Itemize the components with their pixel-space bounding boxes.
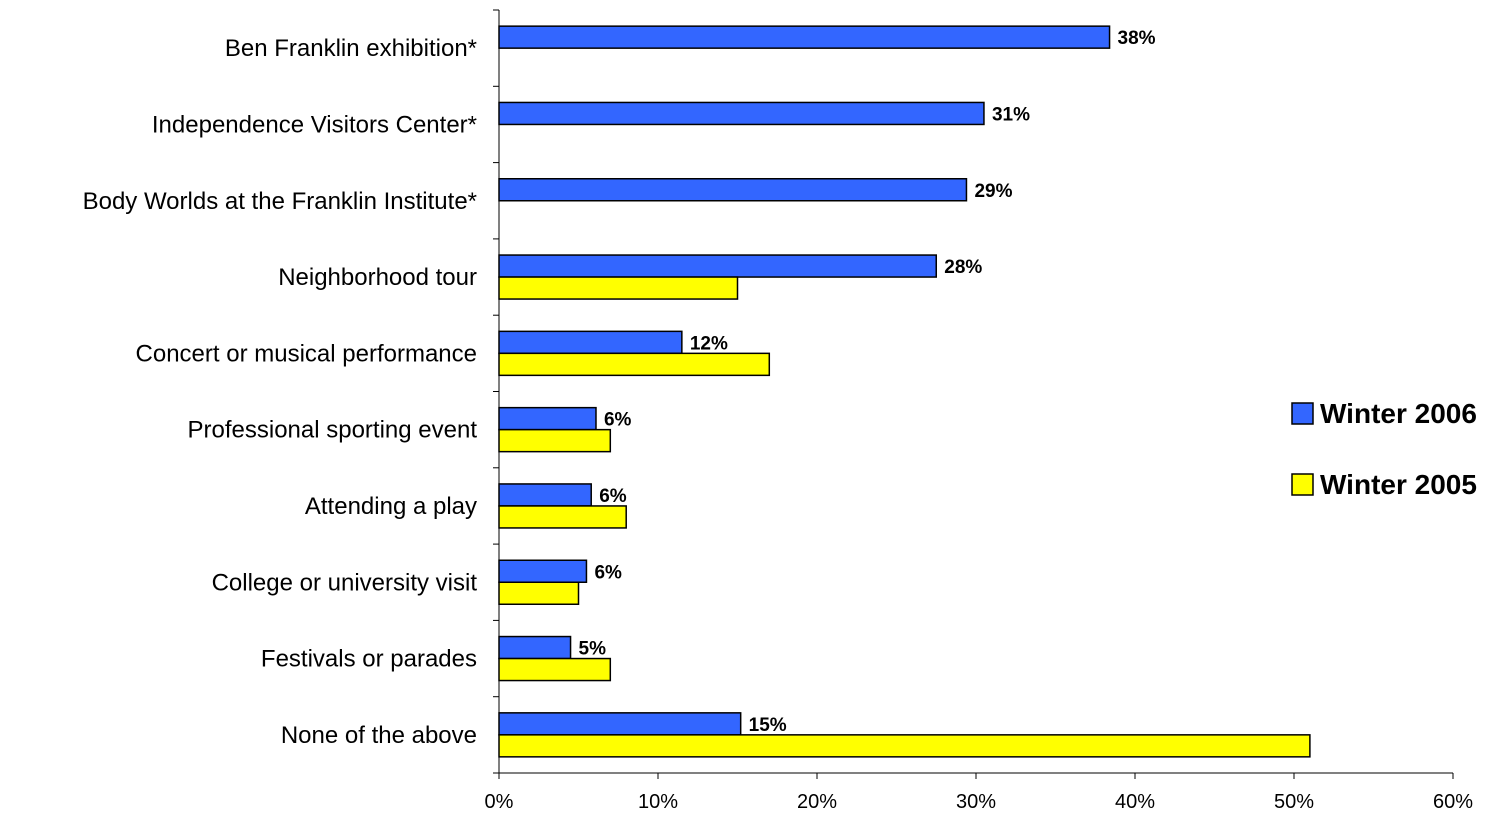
bars [498,25,1311,758]
category-label: Neighborhood tour [278,264,477,291]
category-label: Ben Franklin exhibition* [225,35,477,62]
category-label: Independence Visitors Center* [152,111,477,138]
category-label: Attending a play [305,493,477,520]
bar-winter-2005 [498,581,580,605]
bar-winter-2006 [498,635,572,660]
legend-label: Winter 2006 [1320,398,1477,429]
bar-winter-2006 [498,254,937,278]
bar-winter-2005 [498,352,771,377]
bar-winter-2006 [498,330,683,355]
bar-winter-2006 [498,712,742,736]
x-tick-label: 0% [485,791,514,813]
bar-winter-2006 [498,559,588,583]
data-label-winter-2006: 31% [992,104,1030,125]
data-label-winter-2006: 28% [944,257,982,278]
category-label: Body Worlds at the Franklin Institute* [83,188,477,215]
data-label-winter-2006: 6% [594,562,622,583]
bar-winter-2006 [498,25,1111,49]
legend-label: Winter 2005 [1320,469,1477,500]
x-tick-label: 10% [638,791,678,813]
x-tick-label: 30% [956,791,996,813]
x-tick-label: 40% [1115,791,1155,813]
category-label: None of the above [281,722,477,749]
bar-winter-2005 [498,657,612,682]
x-tick-label: 20% [797,791,837,813]
x-tick-label: 60% [1433,791,1473,813]
category-label: Festivals or parades [261,646,477,673]
bar-winter-2006 [498,406,597,431]
data-label-winter-2006: 12% [690,333,728,354]
bar-winter-2006 [498,101,985,126]
data-label-winter-2006: 6% [604,410,632,431]
category-label: Concert or musical performance [136,340,477,367]
data-label-winter-2006: 5% [579,639,607,660]
x-tick-label: 50% [1274,791,1314,813]
bar-winter-2006 [498,178,968,202]
data-label-winter-2006: 29% [974,181,1012,202]
category-label: Professional sporting event [188,417,478,444]
data-label-winter-2006: 15% [749,715,787,736]
bar-winter-2005 [498,734,1311,758]
data-label-winter-2006: 38% [1118,28,1156,49]
bar-winter-2005 [498,505,627,529]
bar-winter-2005 [498,428,612,453]
legend-swatch [1291,402,1314,425]
legend: Winter 2006 Winter 2005 [1291,398,1477,500]
data-label-winter-2006: 6% [599,486,627,507]
labels: 0% 10% 20% 30% 40% 50% 60% Ben Franklin exhibit… [83,28,1474,813]
category-label: College or university visit [212,569,478,596]
bar-winter-2005 [498,276,739,300]
legend-swatch [1291,473,1314,496]
bar-winter-2006 [498,483,592,507]
axes [493,9,1454,779]
